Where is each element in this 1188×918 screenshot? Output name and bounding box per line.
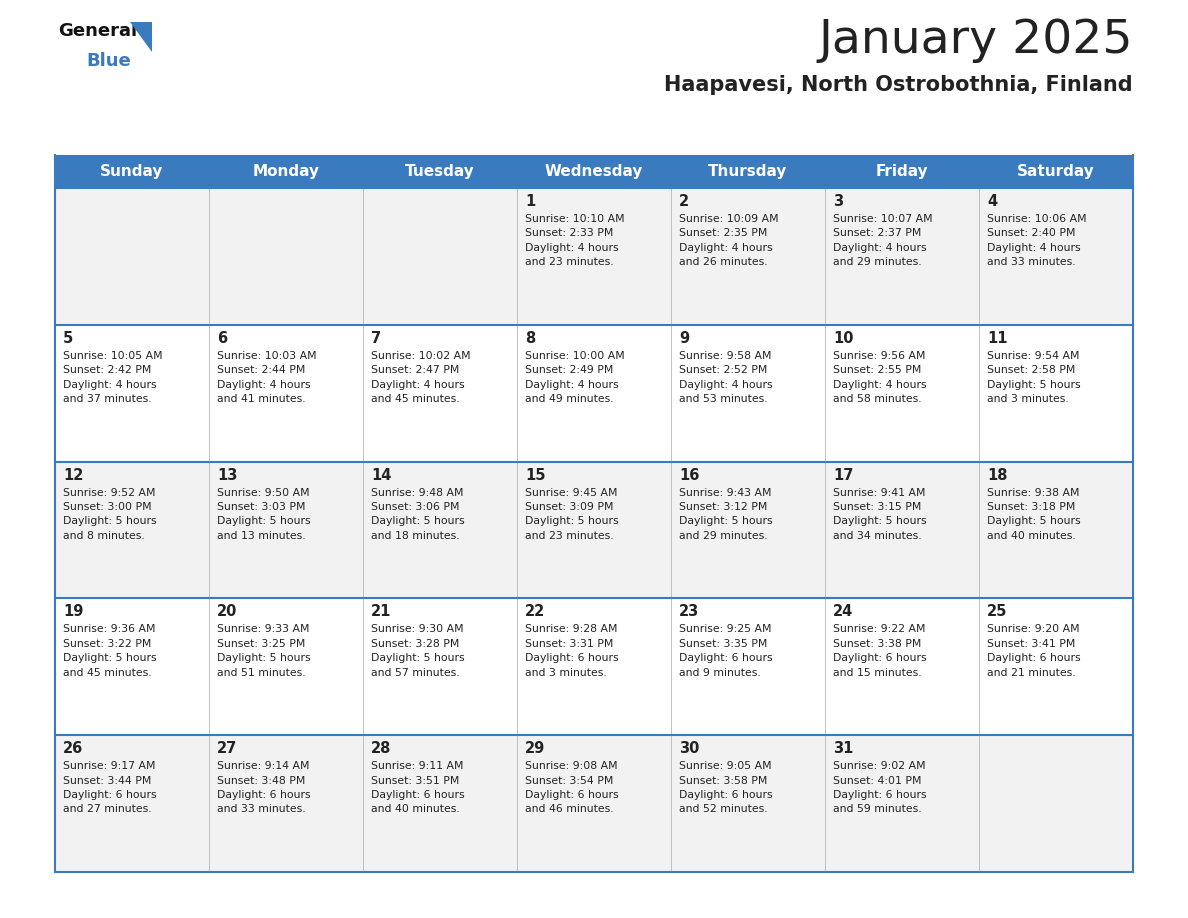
Text: Sunrise: 9:43 AM
Sunset: 3:12 PM
Daylight: 5 hours
and 29 minutes.: Sunrise: 9:43 AM Sunset: 3:12 PM Dayligh… <box>680 487 772 541</box>
Text: 2: 2 <box>680 194 689 209</box>
Text: Sunrise: 9:30 AM
Sunset: 3:28 PM
Daylight: 5 hours
and 57 minutes.: Sunrise: 9:30 AM Sunset: 3:28 PM Dayligh… <box>371 624 465 677</box>
Text: 12: 12 <box>63 467 83 483</box>
Text: 24: 24 <box>833 604 853 620</box>
Text: Haapavesi, North Ostrobothnia, Finland: Haapavesi, North Ostrobothnia, Finland <box>664 75 1133 95</box>
Polygon shape <box>129 22 152 52</box>
Text: Sunrise: 10:09 AM
Sunset: 2:35 PM
Daylight: 4 hours
and 26 minutes.: Sunrise: 10:09 AM Sunset: 2:35 PM Daylig… <box>680 214 778 267</box>
Text: Tuesday: Tuesday <box>405 164 475 179</box>
Text: Sunrise: 9:36 AM
Sunset: 3:22 PM
Daylight: 5 hours
and 45 minutes.: Sunrise: 9:36 AM Sunset: 3:22 PM Dayligh… <box>63 624 157 677</box>
Text: 26: 26 <box>63 741 83 756</box>
Text: Sunrise: 10:05 AM
Sunset: 2:42 PM
Daylight: 4 hours
and 37 minutes.: Sunrise: 10:05 AM Sunset: 2:42 PM Daylig… <box>63 351 163 404</box>
Text: Sunrise: 9:11 AM
Sunset: 3:51 PM
Daylight: 6 hours
and 40 minutes.: Sunrise: 9:11 AM Sunset: 3:51 PM Dayligh… <box>371 761 465 814</box>
Text: 22: 22 <box>525 604 545 620</box>
Text: 13: 13 <box>217 467 238 483</box>
Text: 4: 4 <box>987 194 997 209</box>
Text: Sunday: Sunday <box>100 164 164 179</box>
Text: 23: 23 <box>680 604 700 620</box>
Bar <box>55 462 1133 599</box>
Text: 7: 7 <box>371 330 381 346</box>
Text: January 2025: January 2025 <box>819 18 1133 63</box>
Text: 20: 20 <box>217 604 238 620</box>
Text: Sunrise: 9:08 AM
Sunset: 3:54 PM
Daylight: 6 hours
and 46 minutes.: Sunrise: 9:08 AM Sunset: 3:54 PM Dayligh… <box>525 761 619 814</box>
Text: 15: 15 <box>525 467 545 483</box>
Text: Sunrise: 9:48 AM
Sunset: 3:06 PM
Daylight: 5 hours
and 18 minutes.: Sunrise: 9:48 AM Sunset: 3:06 PM Dayligh… <box>371 487 465 541</box>
Text: Sunrise: 9:28 AM
Sunset: 3:31 PM
Daylight: 6 hours
and 3 minutes.: Sunrise: 9:28 AM Sunset: 3:31 PM Dayligh… <box>525 624 619 677</box>
Text: Sunrise: 10:02 AM
Sunset: 2:47 PM
Daylight: 4 hours
and 45 minutes.: Sunrise: 10:02 AM Sunset: 2:47 PM Daylig… <box>371 351 470 404</box>
Text: Sunrise: 9:02 AM
Sunset: 4:01 PM
Daylight: 6 hours
and 59 minutes.: Sunrise: 9:02 AM Sunset: 4:01 PM Dayligh… <box>833 761 927 814</box>
Text: 1: 1 <box>525 194 536 209</box>
Text: Saturday: Saturday <box>1017 164 1095 179</box>
Text: Sunrise: 9:17 AM
Sunset: 3:44 PM
Daylight: 6 hours
and 27 minutes.: Sunrise: 9:17 AM Sunset: 3:44 PM Dayligh… <box>63 761 157 814</box>
Text: Wednesday: Wednesday <box>545 164 643 179</box>
Text: 14: 14 <box>371 467 391 483</box>
Text: Sunrise: 9:54 AM
Sunset: 2:58 PM
Daylight: 5 hours
and 3 minutes.: Sunrise: 9:54 AM Sunset: 2:58 PM Dayligh… <box>987 351 1081 404</box>
Text: Sunrise: 10:00 AM
Sunset: 2:49 PM
Daylight: 4 hours
and 49 minutes.: Sunrise: 10:00 AM Sunset: 2:49 PM Daylig… <box>525 351 625 404</box>
Text: Monday: Monday <box>253 164 320 179</box>
Text: 8: 8 <box>525 330 536 346</box>
Text: 29: 29 <box>525 741 545 756</box>
Text: 21: 21 <box>371 604 391 620</box>
Text: 28: 28 <box>371 741 391 756</box>
Text: Friday: Friday <box>876 164 928 179</box>
Text: 16: 16 <box>680 467 700 483</box>
Text: 18: 18 <box>987 467 1007 483</box>
Text: 30: 30 <box>680 741 700 756</box>
Text: General: General <box>58 22 137 40</box>
Text: Sunrise: 9:33 AM
Sunset: 3:25 PM
Daylight: 5 hours
and 51 minutes.: Sunrise: 9:33 AM Sunset: 3:25 PM Dayligh… <box>217 624 310 677</box>
Text: 9: 9 <box>680 330 689 346</box>
Text: 5: 5 <box>63 330 74 346</box>
Bar <box>55 735 1133 872</box>
Text: 3: 3 <box>833 194 843 209</box>
Text: 10: 10 <box>833 330 853 346</box>
Text: Sunrise: 9:14 AM
Sunset: 3:48 PM
Daylight: 6 hours
and 33 minutes.: Sunrise: 9:14 AM Sunset: 3:48 PM Dayligh… <box>217 761 310 814</box>
Text: Sunrise: 10:07 AM
Sunset: 2:37 PM
Daylight: 4 hours
and 29 minutes.: Sunrise: 10:07 AM Sunset: 2:37 PM Daylig… <box>833 214 933 267</box>
Text: 25: 25 <box>987 604 1007 620</box>
Text: Sunrise: 9:50 AM
Sunset: 3:03 PM
Daylight: 5 hours
and 13 minutes.: Sunrise: 9:50 AM Sunset: 3:03 PM Dayligh… <box>217 487 310 541</box>
Text: Sunrise: 9:41 AM
Sunset: 3:15 PM
Daylight: 5 hours
and 34 minutes.: Sunrise: 9:41 AM Sunset: 3:15 PM Dayligh… <box>833 487 927 541</box>
Bar <box>55 155 1133 188</box>
Text: Sunrise: 9:56 AM
Sunset: 2:55 PM
Daylight: 4 hours
and 58 minutes.: Sunrise: 9:56 AM Sunset: 2:55 PM Dayligh… <box>833 351 927 404</box>
Text: Blue: Blue <box>86 52 131 70</box>
Text: Sunrise: 9:22 AM
Sunset: 3:38 PM
Daylight: 6 hours
and 15 minutes.: Sunrise: 9:22 AM Sunset: 3:38 PM Dayligh… <box>833 624 927 677</box>
Text: Sunrise: 9:20 AM
Sunset: 3:41 PM
Daylight: 6 hours
and 21 minutes.: Sunrise: 9:20 AM Sunset: 3:41 PM Dayligh… <box>987 624 1081 677</box>
Text: Sunrise: 10:10 AM
Sunset: 2:33 PM
Daylight: 4 hours
and 23 minutes.: Sunrise: 10:10 AM Sunset: 2:33 PM Daylig… <box>525 214 625 267</box>
Bar <box>55 188 1133 325</box>
Text: 19: 19 <box>63 604 83 620</box>
Text: Sunrise: 9:52 AM
Sunset: 3:00 PM
Daylight: 5 hours
and 8 minutes.: Sunrise: 9:52 AM Sunset: 3:00 PM Dayligh… <box>63 487 157 541</box>
Text: Sunrise: 9:45 AM
Sunset: 3:09 PM
Daylight: 5 hours
and 23 minutes.: Sunrise: 9:45 AM Sunset: 3:09 PM Dayligh… <box>525 487 619 541</box>
Bar <box>55 599 1133 735</box>
Text: 6: 6 <box>217 330 227 346</box>
Text: Sunrise: 9:25 AM
Sunset: 3:35 PM
Daylight: 6 hours
and 9 minutes.: Sunrise: 9:25 AM Sunset: 3:35 PM Dayligh… <box>680 624 772 677</box>
Text: Sunrise: 9:05 AM
Sunset: 3:58 PM
Daylight: 6 hours
and 52 minutes.: Sunrise: 9:05 AM Sunset: 3:58 PM Dayligh… <box>680 761 772 814</box>
Text: 27: 27 <box>217 741 238 756</box>
Text: Sunrise: 10:03 AM
Sunset: 2:44 PM
Daylight: 4 hours
and 41 minutes.: Sunrise: 10:03 AM Sunset: 2:44 PM Daylig… <box>217 351 317 404</box>
Text: 31: 31 <box>833 741 853 756</box>
Text: Thursday: Thursday <box>708 164 788 179</box>
Text: Sunrise: 9:38 AM
Sunset: 3:18 PM
Daylight: 5 hours
and 40 minutes.: Sunrise: 9:38 AM Sunset: 3:18 PM Dayligh… <box>987 487 1081 541</box>
Bar <box>55 325 1133 462</box>
Text: Sunrise: 9:58 AM
Sunset: 2:52 PM
Daylight: 4 hours
and 53 minutes.: Sunrise: 9:58 AM Sunset: 2:52 PM Dayligh… <box>680 351 772 404</box>
Text: 11: 11 <box>987 330 1007 346</box>
Text: 17: 17 <box>833 467 853 483</box>
Text: Sunrise: 10:06 AM
Sunset: 2:40 PM
Daylight: 4 hours
and 33 minutes.: Sunrise: 10:06 AM Sunset: 2:40 PM Daylig… <box>987 214 1087 267</box>
